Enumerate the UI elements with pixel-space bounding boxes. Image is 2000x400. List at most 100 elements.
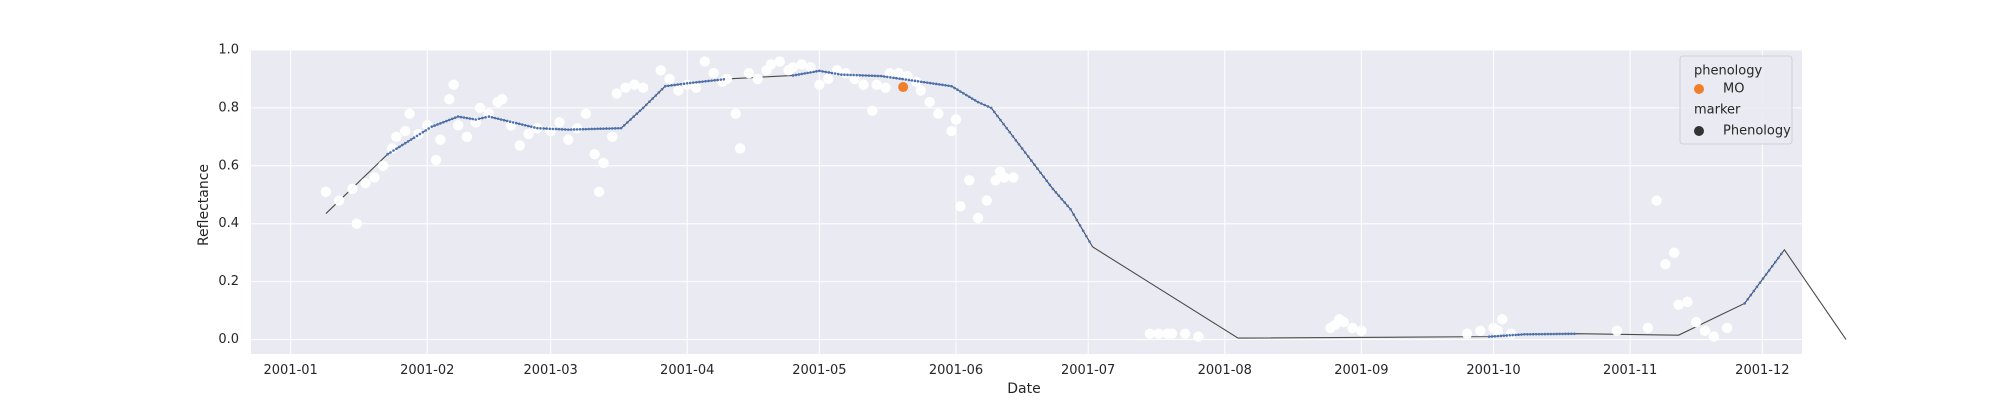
fitted-marker [629,118,632,121]
scatter-point [964,175,975,186]
scatter-point [1153,328,1164,339]
fitted-marker [1767,269,1771,272]
scatter-point [377,160,389,172]
fitted-marker [1036,167,1039,170]
fitted-marker [566,128,570,131]
fitted-marker [1493,334,1497,338]
fitted-marker [427,127,431,130]
fitted-marker [910,79,914,82]
fitted-marker [983,103,986,107]
fitted-marker [673,83,676,87]
fitted-marker [713,78,716,82]
fitted-marker [520,123,524,126]
scatter-point [1179,328,1191,339]
scatter-point [990,175,1001,186]
fitted-marker [1528,332,1532,336]
fitted-marker [1066,204,1069,208]
fitted-marker [1057,194,1061,198]
fitted-marker [1558,332,1561,336]
fitted-marker [895,76,898,80]
x-tick-label: 2001-02 [400,363,454,378]
plot-area [251,50,1802,354]
scatter-point [637,82,649,93]
fitted-marker [539,127,542,130]
fitted-marker [1523,333,1526,336]
fitted-marker [587,127,591,131]
fitted-marker [395,147,398,151]
phenology-point-mo [898,82,909,93]
y-tick-label: 1.0 [218,43,239,58]
fitted-marker [1552,332,1556,336]
scatter-point [840,67,852,79]
fitted-marker [824,70,827,74]
fitted-marker [1496,334,1500,338]
fitted-marker [474,118,478,121]
fitted-marker [904,78,908,81]
legend-frame [1679,55,1793,145]
y-axis-label: Reflectance [196,164,212,246]
fitted-marker [654,94,658,97]
y-tick-label: 0.4 [218,216,239,231]
scatter-point [1642,322,1653,334]
fitted-marker [1508,333,1512,337]
scatter-point [351,218,362,229]
fitted-marker [986,105,990,108]
scatter-point [360,177,371,189]
x-axis-label: Date [1007,381,1040,397]
scatter-point [1505,328,1517,339]
fitted-marker [581,127,585,131]
scatter-point [774,56,785,67]
fitted-marker [1561,332,1564,336]
fitted-marker [812,70,815,74]
fitted-marker [424,129,428,132]
fitted-marker [1051,187,1055,191]
fitted-marker [791,74,795,77]
scatter-point [972,212,984,224]
fitted-marker [916,79,920,83]
fitted-marker [593,127,596,131]
fitted-marker [502,118,506,122]
fitted-marker [1505,334,1509,337]
scatter-point [823,73,834,85]
fitted-marker [572,128,576,131]
fitted-marker [970,97,974,100]
fitted-marker [964,93,968,97]
fitted-marker [1570,332,1573,336]
fitted-marker [569,128,573,131]
fitted-marker [849,73,852,77]
fitted-marker [950,84,953,88]
fitted-marker [679,82,683,86]
fitted-marker [584,127,588,131]
fitted-marker [962,91,965,95]
fitted-marker [1048,183,1052,187]
scatter-point [1669,247,1680,258]
fitted-marker [1770,264,1774,268]
scatter-point [765,59,777,70]
fitted-marker [563,128,567,131]
fitted-marker [530,125,533,129]
scatter-point [347,183,358,195]
fitted-marker [976,100,980,104]
fitted-marker [406,140,410,143]
scatter-point [1611,325,1623,337]
scatter-point [430,154,442,166]
scatter-point [461,131,473,143]
fitted-marker [645,103,648,107]
fitted-marker [864,74,868,77]
fitted-marker [608,127,611,130]
scatter-point [924,96,935,108]
x-tick-label: 2001-12 [1735,363,1789,378]
legend-marker-mo [1694,84,1704,94]
fitted-marker [1743,302,1747,305]
x-tick-label: 2001-01 [263,363,317,378]
scatter-point [730,108,741,119]
fitted-marker [1546,332,1550,336]
fitted-marker [436,123,439,126]
fitted-marker [1008,130,1012,134]
fitted-marker [852,73,855,77]
fitted-marker [545,127,548,130]
scatter-point [611,88,622,99]
fitted-marker [602,127,605,130]
fitted-marker [1490,335,1494,338]
fitted-marker [660,87,664,91]
